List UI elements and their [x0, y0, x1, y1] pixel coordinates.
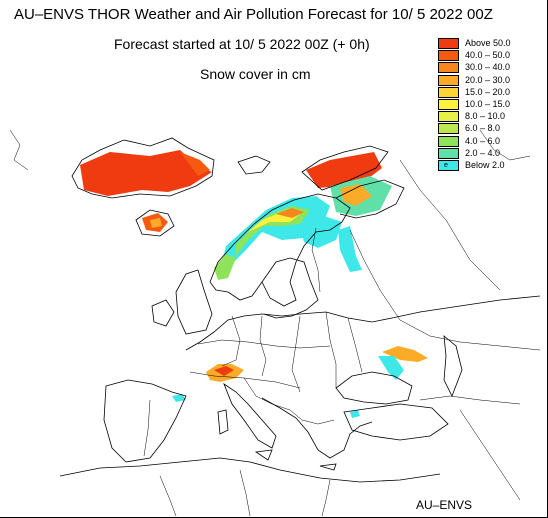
- border-20: [479, 129, 531, 161]
- snow-russia-strip: [338, 226, 362, 272]
- legend-label: 8.0 – 10.0: [465, 111, 506, 122]
- balkans-coast: [261, 397, 373, 459]
- legend-row: 30.0 – 40.0: [438, 61, 544, 74]
- color-legend: Above 50.0 40.0 – 50.0 30.0 – 40.0 20.0 – 3…: [438, 37, 544, 171]
- legend-row: 2.0 – 4.0: [438, 147, 544, 159]
- legend-label: 6.0 – 8.0: [465, 123, 501, 134]
- snow-turkey: [350, 410, 360, 418]
- border-4: [325, 311, 337, 388]
- border-8: [243, 377, 291, 411]
- legend-swatch: [438, 123, 459, 135]
- black-sea-coast: [335, 371, 413, 405]
- legend-label: 2.0 – 4.0: [465, 147, 501, 158]
- border-13: [419, 395, 521, 405]
- border-2: [259, 315, 267, 377]
- scandinavia-coast: [209, 193, 351, 307]
- snow-norway-south: [214, 254, 236, 280]
- legend-label: 15.0 – 20.0: [465, 86, 511, 97]
- legend-swatch: [438, 38, 459, 49]
- snow-caucasus: [382, 346, 428, 362]
- continent-coast: [185, 295, 541, 351]
- legend-swatch: e: [438, 159, 459, 171]
- snow-iceland-core: [150, 218, 162, 228]
- crete-coast: [319, 463, 337, 471]
- ireland-coast: [151, 299, 175, 327]
- legend-label: 4.0 – 6.0: [465, 135, 501, 146]
- legend-label: 20.0 – 30.0: [465, 74, 511, 85]
- border-17: [321, 479, 331, 517]
- forecast-start-subtitle: Forecast started at 10/ 5 2022 00Z (+ 0h…: [114, 36, 370, 52]
- legend-swatch: [438, 147, 459, 159]
- border-1: [221, 315, 241, 367]
- legend-swatch: [438, 50, 459, 62]
- legend-swatch: [438, 86, 459, 98]
- border-7: [189, 371, 301, 389]
- snow-pyrenees: [172, 394, 186, 402]
- border-10: [311, 227, 321, 293]
- legend-label: Above 50.0: [465, 38, 511, 48]
- legend-row: 8.0 – 10.0: [438, 110, 544, 123]
- border-15: [159, 475, 177, 517]
- legend-row: 40.0 – 50.0: [438, 49, 544, 62]
- legend-row: e Below 2.0: [438, 159, 544, 171]
- legend-label: Below 2.0: [465, 159, 505, 170]
- novaya-zemlya-coast: [301, 145, 389, 191]
- snow-finland: [300, 216, 342, 248]
- snow-alps-core: [214, 366, 234, 376]
- iberia-coast: [103, 379, 187, 463]
- legend-row: 6.0 – 8.0: [438, 122, 544, 135]
- border-11: [349, 229, 401, 321]
- caspian-coast: [443, 335, 463, 397]
- border-16: [239, 469, 251, 517]
- legend-swatch: [438, 74, 459, 86]
- border-5: [347, 317, 363, 373]
- border-21: [399, 159, 501, 291]
- legend-row: 4.0 – 6.0: [438, 135, 544, 147]
- italy-coast: [223, 382, 277, 449]
- snow-kola-core: [340, 184, 372, 206]
- border-19: [9, 129, 29, 171]
- snow-greenland: [80, 150, 212, 196]
- legend-swatch: [438, 62, 459, 74]
- border-14: [143, 399, 151, 457]
- legend-swatch-symbol: e: [444, 161, 448, 169]
- country-borders: [9, 129, 541, 517]
- iceland-coast: [135, 209, 175, 237]
- snow-scandinavia-yellow: [248, 212, 300, 232]
- legend-row: Above 50.0: [438, 37, 544, 49]
- kola-white-sea: [335, 179, 405, 219]
- snow-scandinavia-orange: [276, 208, 304, 218]
- legend-label: 40.0 – 50.0: [465, 50, 511, 61]
- snow-caucasus-edge: [378, 356, 404, 380]
- legend-label: 10.0 – 15.0: [465, 98, 511, 109]
- snow-svalbard-edge: [180, 152, 210, 176]
- svalbard-coast: [237, 155, 271, 175]
- north-africa-coast: [59, 457, 441, 483]
- greenland-coast: [71, 137, 215, 199]
- uk-coast: [175, 269, 213, 335]
- legend-row: 15.0 – 20.0: [438, 86, 544, 98]
- baltic-coast: [261, 257, 319, 319]
- legend-swatch: [438, 135, 459, 147]
- border-12: [399, 319, 541, 351]
- map-title: AU–ENVS THOR Weather and Air Pollution F…: [14, 6, 493, 23]
- footer-credit: AU–ENVS: [416, 498, 473, 512]
- legend-swatch: [438, 111, 459, 123]
- legend-swatch: [438, 98, 459, 110]
- border-18: [459, 409, 521, 501]
- coastlines: [59, 137, 541, 483]
- border-6: [197, 339, 331, 349]
- legend-label: 30.0 – 40.0: [465, 62, 511, 73]
- border-9: [289, 409, 335, 425]
- sardinia-corsica: [217, 409, 229, 435]
- variable-label: Snow cover in cm: [200, 66, 311, 82]
- turkey-coast: [343, 403, 449, 441]
- border-3: [291, 315, 301, 393]
- sicily-coast: [254, 449, 273, 461]
- legend-row: 10.0 – 15.0: [438, 98, 544, 110]
- europe-snow-cover-map: [9, 129, 541, 517]
- snow-cover-fields: [80, 150, 428, 418]
- legend-row: 20.0 – 30.0: [438, 74, 544, 86]
